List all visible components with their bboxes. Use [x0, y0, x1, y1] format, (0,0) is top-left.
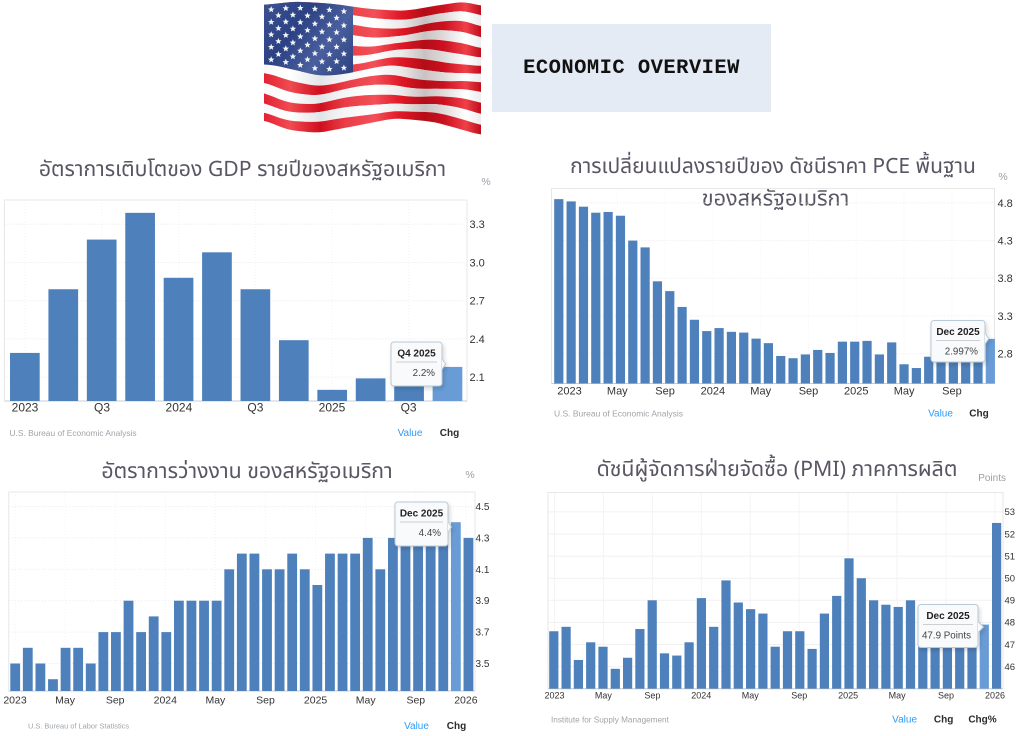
svg-text:51: 51	[1005, 551, 1016, 562]
svg-text:2024: 2024	[166, 401, 193, 415]
svg-text:Sep: Sep	[106, 695, 125, 707]
svg-text:3.5: 3.5	[476, 659, 490, 670]
svg-text:May: May	[595, 691, 613, 701]
svg-text:Sep: Sep	[799, 386, 819, 398]
svg-text:2.997%: 2.997%	[945, 347, 979, 358]
svg-text:2.2%: 2.2%	[413, 368, 436, 379]
svg-text:%: %	[998, 171, 1007, 183]
svg-text:46: 46	[1005, 662, 1016, 673]
svg-text:47.9 Points: 47.9 Points	[922, 631, 971, 642]
svg-text:อัตราการว่างงาน ของสหรัฐอเมริก: อัตราการว่างงาน ของสหรัฐอเมริกา	[101, 455, 392, 488]
svg-text:May: May	[205, 695, 226, 707]
svg-text:47: 47	[1005, 640, 1016, 651]
svg-text:2024: 2024	[691, 691, 711, 701]
svg-text:50: 50	[1005, 574, 1016, 585]
svg-text:53: 53	[1005, 507, 1016, 518]
svg-text:Value: Value	[398, 428, 423, 439]
svg-text:4.5: 4.5	[476, 502, 490, 513]
svg-text:2.7: 2.7	[470, 296, 485, 308]
svg-text:Chg: Chg	[934, 715, 953, 726]
svg-text:4.8: 4.8	[998, 198, 1013, 210]
svg-text:48: 48	[1005, 618, 1016, 629]
svg-text:4.1: 4.1	[476, 565, 490, 576]
svg-text:2025: 2025	[304, 695, 328, 707]
svg-text:Institute for Supply Managemen: Institute for Supply Management	[551, 716, 670, 725]
svg-text:2023: 2023	[12, 401, 39, 415]
svg-text:2025: 2025	[319, 401, 346, 415]
svg-text:2024: 2024	[154, 695, 178, 707]
svg-text:2024: 2024	[701, 386, 725, 398]
svg-text:Dec 2025: Dec 2025	[926, 611, 970, 622]
svg-text:May: May	[742, 691, 760, 701]
svg-text:Value: Value	[928, 409, 953, 420]
svg-text:การเปลี่ยนแปลงรายปีของ ดัชนีรา: การเปลี่ยนแปลงรายปีของ ดัชนีราคา PCE พื้…	[570, 151, 976, 183]
svg-text:2025: 2025	[838, 691, 858, 701]
svg-text:Value: Value	[892, 715, 917, 726]
svg-text:Chg: Chg	[969, 409, 988, 420]
svg-text:Sep: Sep	[938, 691, 954, 701]
svg-text:3.7: 3.7	[476, 628, 490, 639]
svg-text:49: 49	[1005, 596, 1016, 607]
svg-text:Q4 2025: Q4 2025	[397, 349, 436, 360]
svg-text:May: May	[356, 695, 377, 707]
svg-text:2026: 2026	[985, 691, 1005, 701]
svg-text:4.4%: 4.4%	[419, 528, 442, 539]
svg-text:Points: Points	[978, 473, 1006, 484]
svg-text:May: May	[750, 386, 771, 398]
svg-text:Chg%: Chg%	[968, 715, 996, 726]
svg-text:2023: 2023	[544, 691, 564, 701]
svg-text:ของสหรัฐอเมริกา: ของสหรัฐอเมริกา	[702, 183, 849, 216]
svg-text:4.3: 4.3	[998, 235, 1013, 247]
svg-text:May: May	[55, 695, 76, 707]
svg-text:52: 52	[1005, 529, 1016, 540]
svg-text:3.8: 3.8	[998, 273, 1013, 285]
svg-text:2.8: 2.8	[998, 349, 1013, 361]
svg-text:U.S. Bureau of Economic Analys: U.S. Bureau of Economic Analysis	[554, 409, 683, 419]
svg-text:ECONOMIC OVERVIEW: ECONOMIC OVERVIEW	[523, 57, 740, 80]
svg-text:Sep: Sep	[791, 691, 807, 701]
svg-text:Dec 2025: Dec 2025	[936, 327, 980, 338]
svg-text:2.4: 2.4	[470, 334, 485, 346]
svg-text:Chg: Chg	[440, 428, 459, 439]
svg-text:4.3: 4.3	[476, 533, 490, 544]
svg-text:2025: 2025	[844, 386, 868, 398]
svg-text:May: May	[894, 386, 915, 398]
svg-text:3.3: 3.3	[998, 311, 1013, 323]
svg-text:2023: 2023	[3, 695, 27, 707]
svg-text:Dec 2025: Dec 2025	[400, 509, 444, 520]
svg-text:3.9: 3.9	[476, 596, 490, 607]
svg-text:2023: 2023	[557, 386, 581, 398]
svg-text:Chg: Chg	[447, 721, 466, 732]
svg-text:May: May	[607, 386, 628, 398]
svg-text:อัตราการเติบโตของ GDP รายปีของ: อัตราการเติบโตของ GDP รายปีของสหรัฐอเมริ…	[39, 154, 446, 186]
svg-text:Sep: Sep	[644, 691, 660, 701]
svg-text:3.3: 3.3	[470, 219, 485, 231]
svg-text:Q3: Q3	[247, 401, 263, 415]
svg-text:2026: 2026	[454, 695, 478, 707]
svg-text:Q3: Q3	[401, 401, 417, 415]
svg-text:Q3: Q3	[94, 401, 110, 415]
svg-text:U.S. Bureau of Labor Statistic: U.S. Bureau of Labor Statistics	[28, 722, 129, 731]
svg-text:U.S. Bureau of Economic Analys: U.S. Bureau of Economic Analysis	[10, 428, 137, 438]
svg-text:Value: Value	[404, 721, 429, 732]
svg-text:Sep: Sep	[655, 386, 675, 398]
svg-text:Sep: Sep	[256, 695, 275, 707]
svg-text:May: May	[889, 691, 907, 701]
svg-text:%: %	[481, 176, 490, 188]
svg-text:Sep: Sep	[942, 386, 962, 398]
svg-text:ดัชนีผู้จัดการฝ่ายจัดซื้อ (PMI: ดัชนีผู้จัดการฝ่ายจัดซื้อ (PMI) ภาคการผล…	[597, 453, 958, 486]
svg-text:%: %	[465, 469, 474, 481]
svg-text:Sep: Sep	[406, 695, 425, 707]
svg-text:2.1: 2.1	[470, 372, 485, 384]
svg-text:3.0: 3.0	[470, 257, 485, 269]
